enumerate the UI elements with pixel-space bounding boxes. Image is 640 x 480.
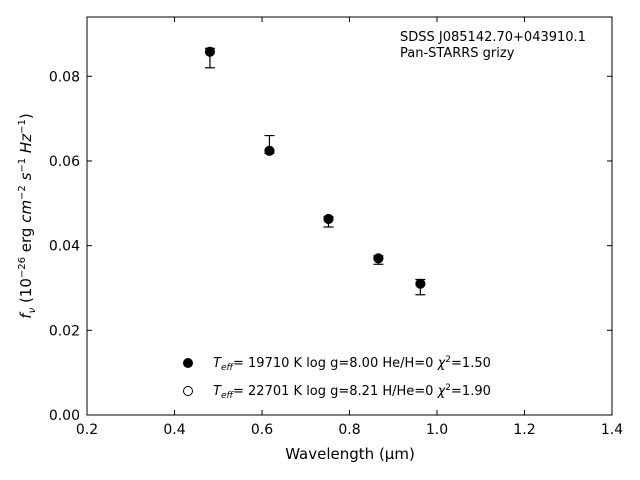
legend-entry-2: Teff= 22701 K log g=8.21 H/He=0 χ2=1.90 <box>213 383 491 401</box>
model-point-open <box>373 253 384 264</box>
legend-2-params: log g=8.21 H/He=0 <box>306 384 433 399</box>
x-axis: 0.2 0.4 0.6 0.8 1.0 1.2 1.4 <box>76 17 623 438</box>
y-tick-label: 0.04 <box>49 239 80 255</box>
legend-1-teff: = 19710 K <box>233 356 303 371</box>
x-tick-label: 0.8 <box>338 422 360 438</box>
x-tick-label: 1.4 <box>601 422 623 438</box>
x-tick-label: 0.2 <box>76 422 98 438</box>
legend-marker-open <box>183 386 193 396</box>
x-tick-label: 0.6 <box>251 422 273 438</box>
model-point-open <box>415 278 426 289</box>
y-axis-label: fν (10−26 erg cm−2 s−1 Hz−1) <box>17 113 38 318</box>
model-points <box>204 46 426 289</box>
model-point-open <box>264 145 275 156</box>
x-tick-label: 1.0 <box>426 422 448 438</box>
y-tick-label: 0.06 <box>49 154 80 170</box>
legend-1-params: log g=8.00 He/H=0 <box>306 356 433 371</box>
model-point-open <box>323 213 334 224</box>
x-tick-label: 0.4 <box>163 422 185 438</box>
legend-2-chi: =1.90 <box>451 384 491 399</box>
legend-entry-1: Teff= 19710 K log g=8.00 He/H=0 χ2=1.50 <box>213 355 491 373</box>
plot-area <box>86 16 613 416</box>
legend-2-teff: = 22701 K <box>233 384 303 399</box>
model-point-open <box>204 46 215 57</box>
annotation-survey: Pan-STARRS grizy <box>400 46 515 61</box>
y-tick-label: 0.00 <box>49 408 80 424</box>
y-axis: 0.00 0.02 0.04 0.06 0.08 <box>49 69 612 424</box>
legend: Teff= 19710 K log g=8.00 He/H=0 χ2=1.50 … <box>183 355 491 401</box>
legend-1-chi: =1.50 <box>451 356 491 371</box>
x-tick-label: 1.2 <box>513 422 535 438</box>
y-tick-label: 0.02 <box>49 323 80 339</box>
annotation-object-name: SDSS J085142.70+043910.1 <box>400 30 586 45</box>
legend-marker-filled <box>183 358 193 368</box>
x-axis-label: Wavelength (μm) <box>285 445 415 463</box>
y-tick-label: 0.08 <box>49 69 80 85</box>
